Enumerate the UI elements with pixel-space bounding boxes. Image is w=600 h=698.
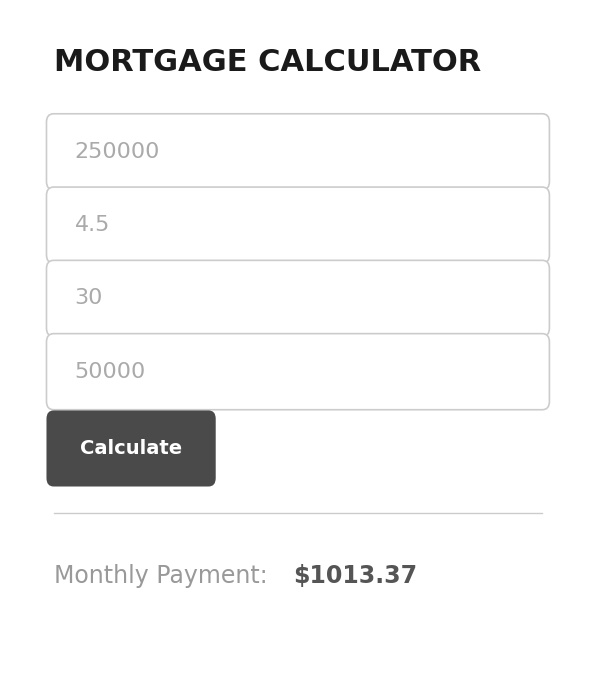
Text: $1013.37: $1013.37 — [293, 564, 417, 588]
Text: Calculate: Calculate — [80, 439, 182, 458]
FancyBboxPatch shape — [46, 410, 216, 487]
FancyBboxPatch shape — [46, 334, 550, 410]
Text: 250000: 250000 — [74, 142, 160, 162]
Text: MORTGAGE CALCULATOR: MORTGAGE CALCULATOR — [53, 48, 481, 77]
Text: 30: 30 — [74, 288, 103, 309]
Text: Monthly Payment:: Monthly Payment: — [53, 564, 275, 588]
FancyBboxPatch shape — [46, 187, 550, 263]
Text: 4.5: 4.5 — [74, 215, 110, 235]
FancyBboxPatch shape — [46, 114, 550, 190]
Text: 50000: 50000 — [74, 362, 146, 382]
FancyBboxPatch shape — [46, 260, 550, 336]
